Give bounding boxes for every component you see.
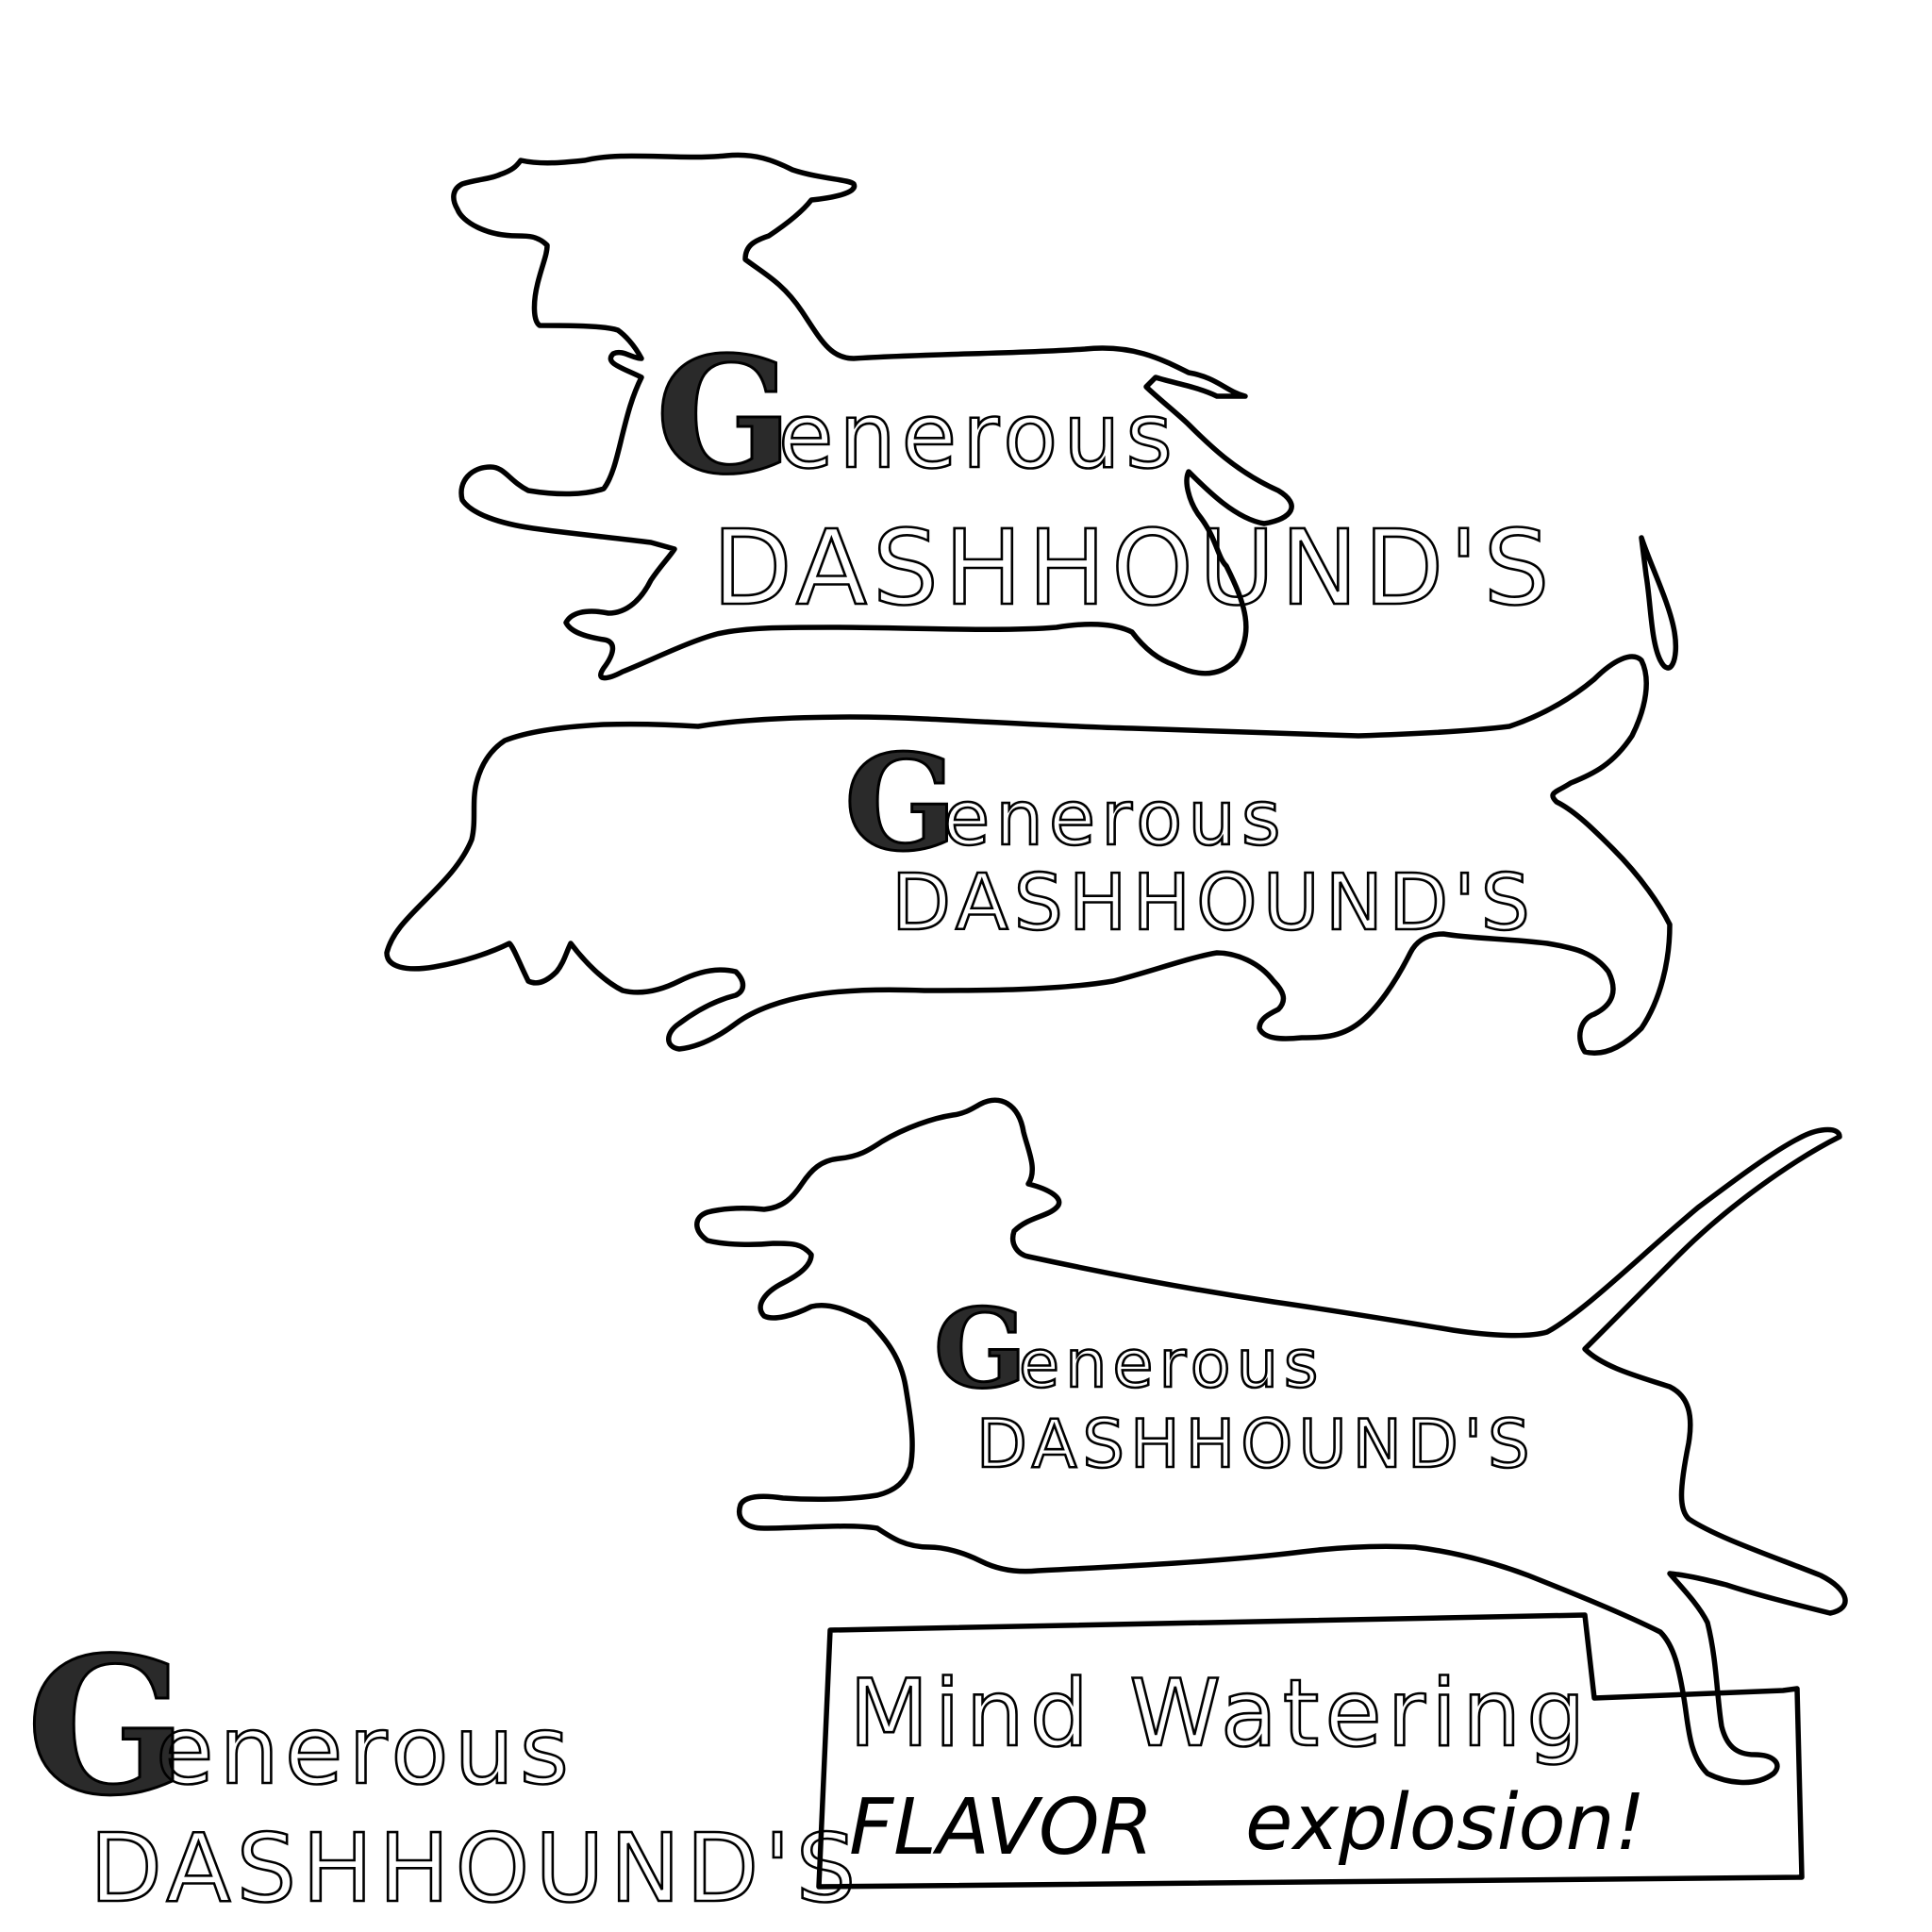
dog-silhouette-1: [451, 152, 1679, 681]
logo-3-second-line: DASHHOUND'S: [976, 1406, 1536, 1483]
dog-outline-top-tail: [1639, 535, 1679, 671]
logo-2-initial: G: [844, 726, 958, 881]
slogan-explosion: explosion!: [1245, 1778, 1646, 1868]
logo-2: G enerous DASHHOUND'S: [843, 725, 1536, 950]
logo-2-second-line: DASHHOUND'S: [891, 858, 1536, 948]
logo-3-word: enerous: [1019, 1325, 1324, 1403]
slogan-border: [816, 1612, 1805, 1890]
dog-outline-middle: [384, 654, 1673, 1056]
dog-silhouette-2: [384, 654, 1673, 1056]
dog-outline-top: [451, 152, 1294, 681]
logo-1: G enerous DASHHOUND'S: [655, 321, 1555, 630]
logo-1-word: enerous: [778, 385, 1178, 489]
slogan-flavor: FLAVOR: [849, 1783, 1153, 1873]
slogan-box: Mind Watering FLAVOR explosion!: [816, 1612, 1805, 1890]
logo-2-word: enerous: [943, 774, 1287, 862]
logo-1-second-line: DASHHOUND'S: [712, 508, 1555, 628]
logo-4: G enerous DASHHOUND'S: [25, 1615, 861, 1925]
logo-3: G enerous DASHHOUND'S: [933, 1285, 1536, 1485]
logo-3-initial: G: [934, 1286, 1026, 1413]
logo-4-word: enerous: [156, 1695, 575, 1806]
dog-outline-lower: [694, 1097, 1848, 1786]
logo-4-initial: G: [26, 1616, 188, 1838]
logo-1-initial: G: [656, 322, 792, 510]
slogan-line-1: Mind Watering: [849, 1660, 1591, 1768]
logo-4-second-line: DASHHOUND'S: [90, 1813, 861, 1924]
dog-silhouette-3: [694, 1097, 1848, 1786]
